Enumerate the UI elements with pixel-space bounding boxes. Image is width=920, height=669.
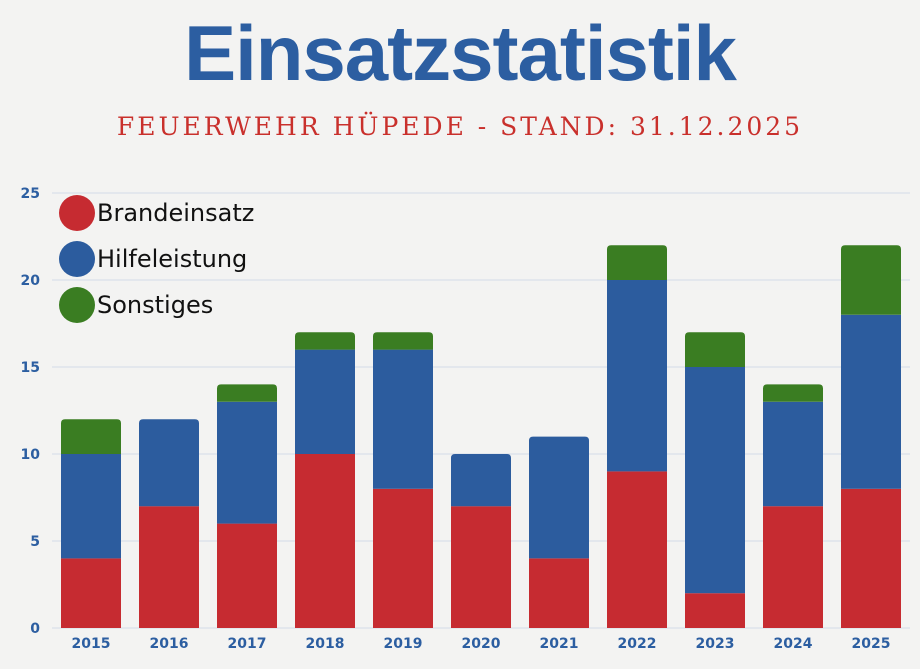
legend-item-sonstiges: Sonstiges — [59, 287, 213, 323]
legend-swatch — [59, 195, 95, 231]
bar-hilfeleistung-2020 — [451, 454, 511, 507]
y-tick-label: 0 — [30, 621, 40, 637]
chart-title: Einsatzstatistik — [184, 9, 737, 97]
legend-label: Sonstiges — [97, 291, 214, 319]
legend-item-brandeinsatz: Brandeinsatz — [59, 195, 254, 231]
y-tick-label: 15 — [21, 360, 40, 376]
bar-sonstiges-2019 — [373, 332, 433, 350]
bar-brandeinsatz-2015 — [61, 558, 121, 628]
x-tick-label: 2016 — [150, 636, 189, 652]
x-tick-label: 2020 — [462, 636, 501, 652]
bar-hilfeleistung-2021 — [529, 436, 589, 559]
legend-swatch — [59, 287, 95, 323]
bar-brandeinsatz-2019 — [373, 488, 433, 628]
bar-hilfeleistung-2025 — [841, 314, 901, 489]
y-tick-label: 25 — [21, 186, 40, 202]
bar-sonstiges-2024 — [763, 384, 823, 402]
bar-brandeinsatz-2018 — [295, 454, 355, 628]
x-tick-label: 2023 — [696, 636, 735, 652]
legend-label: Hilfeleistung — [97, 245, 248, 273]
bar-sonstiges-2025 — [841, 245, 901, 315]
bar-brandeinsatz-2023 — [685, 593, 745, 628]
bar-brandeinsatz-2020 — [451, 506, 511, 628]
bar-sonstiges-2015 — [61, 419, 121, 454]
bar-hilfeleistung-2024 — [763, 401, 823, 507]
x-tick-label: 2019 — [384, 636, 423, 652]
x-tick-label: 2015 — [72, 636, 111, 652]
bar-hilfeleistung-2016 — [139, 419, 199, 507]
legend-label: Brandeinsatz — [97, 199, 255, 227]
bar-hilfeleistung-2019 — [373, 349, 433, 489]
x-tick-label: 2022 — [618, 636, 657, 652]
bar-brandeinsatz-2022 — [607, 471, 667, 628]
bar-sonstiges-2018 — [295, 332, 355, 350]
bar-hilfeleistung-2015 — [61, 454, 121, 559]
bar-sonstiges-2023 — [685, 332, 745, 367]
y-tick-label: 5 — [30, 534, 40, 550]
bar-hilfeleistung-2022 — [607, 280, 667, 472]
x-tick-label: 2025 — [852, 636, 891, 652]
bar-brandeinsatz-2024 — [763, 506, 823, 628]
bar-hilfeleistung-2023 — [685, 367, 745, 594]
bar-sonstiges-2022 — [607, 245, 667, 280]
legend-item-hilfeleistung: Hilfeleistung — [59, 241, 247, 277]
bar-hilfeleistung-2018 — [295, 349, 355, 454]
legend-swatch — [59, 241, 95, 277]
y-tick-label: 20 — [21, 273, 41, 289]
bar-brandeinsatz-2025 — [841, 488, 901, 628]
y-tick-label: 10 — [21, 447, 41, 463]
bar-brandeinsatz-2021 — [529, 558, 589, 628]
chart-subtitle: FEUERWEHR HÜPEDE - STAND: 31.12.2025 — [116, 112, 804, 141]
x-tick-label: 2018 — [306, 636, 345, 652]
bar-sonstiges-2017 — [217, 384, 277, 402]
x-tick-label: 2024 — [774, 636, 813, 652]
bar-brandeinsatz-2017 — [217, 523, 277, 628]
x-tick-label: 2021 — [540, 636, 579, 652]
x-tick-label: 2017 — [228, 636, 267, 652]
bar-brandeinsatz-2016 — [139, 506, 199, 628]
bar-hilfeleistung-2017 — [217, 401, 277, 524]
